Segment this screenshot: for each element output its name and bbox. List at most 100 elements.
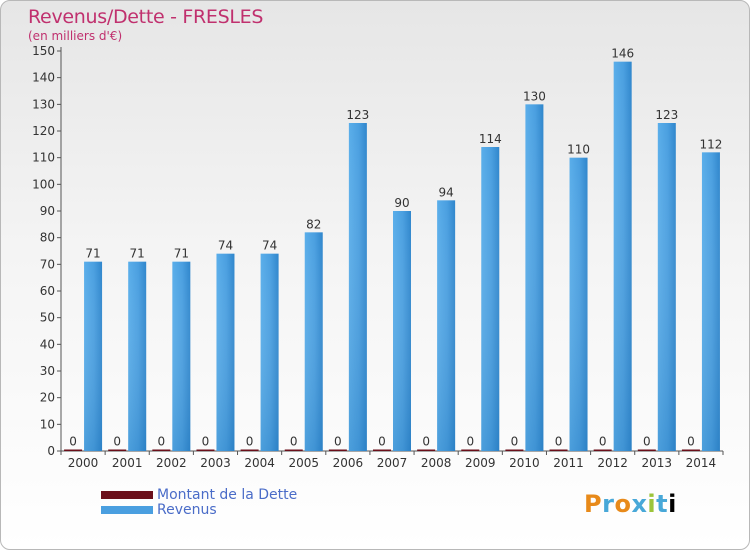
bar-dette [637, 449, 656, 451]
bar-revenus-shade [393, 211, 411, 451]
bar-dette [373, 449, 391, 451]
y-tick-label: 30 [40, 364, 55, 378]
bar-revenus-shade [260, 253, 279, 451]
bar-dette [240, 449, 259, 451]
data-label-revenus: 90 [394, 196, 409, 210]
bar-dette [681, 449, 700, 451]
bar-dette [593, 449, 612, 451]
data-label-dette: 0 [290, 435, 298, 449]
x-tick-label: 2001 [112, 456, 143, 470]
y-tick-label: 140 [32, 71, 55, 85]
data-label-dette: 0 [113, 435, 121, 449]
bar-revenus-shade [569, 157, 588, 451]
data-label-revenus: 74 [218, 239, 233, 253]
y-tick-label: 150 [32, 44, 55, 58]
x-tick-label: 2010 [509, 456, 540, 470]
x-tick-label: 2004 [244, 456, 275, 470]
data-label-dette: 0 [599, 435, 607, 449]
data-label-revenus: 123 [346, 108, 369, 122]
x-tick-label: 2013 [642, 456, 673, 470]
data-label-revenus: 74 [262, 239, 277, 253]
data-label-dette: 0 [466, 435, 474, 449]
y-tick-label: 50 [40, 311, 55, 325]
data-label-revenus: 71 [130, 247, 145, 261]
bar-revenus-shade [304, 232, 323, 451]
x-tick-label: 2006 [333, 456, 364, 470]
x-tick-label: 2009 [465, 456, 496, 470]
data-label-dette: 0 [555, 435, 563, 449]
data-label-dette: 0 [246, 435, 254, 449]
x-tick-label: 2000 [68, 456, 99, 470]
bar-revenus-shade [701, 152, 720, 452]
bar-revenus-shade [128, 261, 147, 451]
x-tick-label: 2008 [421, 456, 452, 470]
bar-revenus-shade [613, 61, 632, 452]
x-tick-label: 2003 [200, 456, 231, 470]
data-label-revenus: 71 [174, 247, 189, 261]
data-label-revenus: 82 [306, 217, 321, 231]
chart-subtitle: (en milliers d'€) [28, 29, 123, 43]
legend-swatch-revenus [101, 505, 153, 514]
bar-dette [328, 449, 347, 451]
data-label-revenus: 114 [479, 132, 502, 146]
x-tick-label: 2014 [686, 456, 717, 470]
proxiti-logo: Proxiti [584, 490, 677, 518]
bar-revenus-shade [172, 261, 191, 451]
data-label-revenus: 94 [438, 185, 453, 199]
bar-revenus-shade [216, 253, 235, 451]
legend-swatch-dette [101, 490, 153, 499]
data-label-dette: 0 [687, 435, 695, 449]
x-tick-label: 2002 [156, 456, 187, 470]
bar-revenus-shade [481, 147, 500, 451]
data-label-revenus: 112 [699, 137, 722, 151]
chart-title: Revenus/Dette - FRESLES [28, 6, 264, 28]
y-tick-label: 10 [40, 417, 55, 431]
y-tick-label: 130 [32, 97, 55, 111]
data-label-dette: 0 [202, 435, 210, 449]
data-label-dette: 0 [643, 435, 651, 449]
data-label-revenus: 110 [567, 143, 590, 157]
bar-revenus-shade [525, 104, 544, 451]
data-label-revenus: 130 [523, 89, 546, 103]
data-label-dette: 0 [158, 435, 166, 449]
bar-dette [284, 449, 303, 451]
x-tick-label: 2005 [288, 456, 319, 470]
legend-label-dette: Montant de la Dette [157, 486, 298, 503]
y-tick-label: 70 [40, 257, 55, 271]
y-tick-label: 80 [40, 231, 55, 245]
x-tick-label: 2012 [597, 456, 628, 470]
legend-label-revenus: Revenus [157, 501, 217, 518]
data-label-dette: 0 [422, 435, 430, 449]
data-label-revenus: 71 [85, 247, 100, 261]
bar-dette [64, 449, 83, 451]
bar-revenus-shade [657, 123, 676, 451]
data-label-revenus: 146 [611, 47, 634, 61]
y-tick-label: 20 [40, 391, 55, 405]
bar-revenus-shade [84, 261, 103, 451]
bar-dette [108, 449, 127, 451]
x-tick-label: 2011 [553, 456, 584, 470]
bar-dette [196, 449, 215, 451]
data-label-dette: 0 [378, 435, 386, 449]
y-tick-label: 110 [32, 151, 55, 165]
y-tick-label: 120 [32, 124, 55, 138]
y-tick-label: 100 [32, 177, 55, 191]
bar-revenus-shade [348, 123, 367, 451]
y-tick-label: 90 [40, 204, 55, 218]
y-tick-label: 60 [40, 284, 55, 298]
x-tick-label: 2007 [377, 456, 408, 470]
data-label-dette: 0 [511, 435, 519, 449]
bar-revenus-shade [437, 200, 456, 451]
bar-dette [152, 449, 171, 451]
bar-dette [505, 449, 524, 451]
bar-dette [461, 449, 480, 451]
legend-item-dette: Montant de la Dette [101, 486, 298, 503]
data-label-revenus: 123 [655, 108, 678, 122]
y-tick-label: 0 [47, 444, 55, 458]
legend-item-revenus: Revenus [101, 501, 297, 518]
data-label-dette: 0 [69, 435, 77, 449]
bar-dette [549, 449, 568, 451]
data-label-dette: 0 [334, 435, 342, 449]
